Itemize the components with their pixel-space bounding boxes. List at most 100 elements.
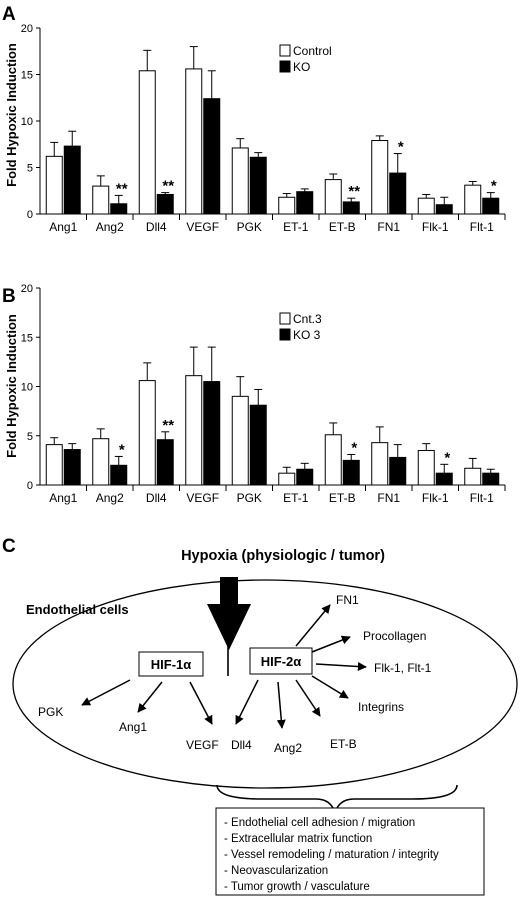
y-tick-label: 0 <box>27 209 33 221</box>
target-vegf: VEGF <box>186 738 219 752</box>
bar-control-et-1 <box>278 472 296 486</box>
panel-c-letter: C <box>2 536 16 557</box>
x-category-label: FN1 <box>377 491 400 505</box>
bar-ko-pgk <box>249 156 267 215</box>
function-item: - Endothelial cell adhesion / migration <box>224 817 415 829</box>
legend-swatch <box>279 60 291 73</box>
bar-ko-flt-1 <box>482 197 500 215</box>
bar-control-ang1 <box>45 155 63 215</box>
target-pgk: PGK <box>38 705 63 719</box>
significance-marker: * <box>398 139 404 156</box>
x-category-label: ET-B <box>329 491 356 505</box>
legend-swatch <box>279 328 291 341</box>
target-dll4: Dll4 <box>231 738 252 752</box>
x-category-label: Flk-1 <box>422 220 449 234</box>
panel-c: C Hypoxia (physiologic / tumor) Endothel… <box>2 536 518 896</box>
bar-ko-vegf <box>203 381 221 486</box>
target-integrins: Integrins <box>358 700 404 714</box>
bar-ko-et-1 <box>296 191 314 215</box>
function-item: - Neovascularization <box>224 865 328 877</box>
hif1-label: HIF-1α <box>151 657 192 672</box>
legend-label: Cnt.3 <box>293 312 322 326</box>
bar-control-ang2 <box>92 185 110 215</box>
hif1-box <box>138 651 204 677</box>
x-category-label: Ang1 <box>49 220 77 234</box>
y-tick-label: 15 <box>21 70 33 82</box>
bar-control-vegf <box>185 375 203 486</box>
y-tick-label: 15 <box>21 332 33 344</box>
bar-ko-flk-1 <box>435 204 453 215</box>
function-item: - Tumor growth / vasculature <box>224 881 370 893</box>
bar-ko-flk-1 <box>435 472 453 486</box>
hif2-label: HIF-2α <box>261 654 302 669</box>
bar-control-ang2 <box>92 438 110 486</box>
significance-marker: * <box>351 439 357 456</box>
arrow-hif2-etb <box>295 679 321 717</box>
panel-b-letter: B <box>2 286 16 307</box>
bar-control-pgk <box>231 395 249 486</box>
y-tick-label: 10 <box>21 382 33 394</box>
legend-swatch <box>279 44 291 57</box>
bar-ko-fn1 <box>389 456 407 486</box>
legend-swatch <box>279 312 291 325</box>
y-tick-label: 20 <box>21 283 33 295</box>
bar-control-flk-1 <box>417 197 435 215</box>
target-ang1: Ang1 <box>119 720 147 734</box>
x-category-label: VEGF <box>186 491 219 505</box>
bar-control-et-b <box>324 179 342 215</box>
legend-label: KO <box>293 60 310 74</box>
hif2-box <box>249 647 313 675</box>
target-etb: ET-B <box>330 737 357 751</box>
y-tick-label: 10 <box>21 116 33 128</box>
bar-control-pgk <box>231 147 249 215</box>
bar-control-dll4 <box>138 380 156 486</box>
bar-ko-ang1 <box>63 145 81 215</box>
x-category-label: Dll4 <box>146 491 167 505</box>
bar-control-et-1 <box>278 196 296 215</box>
y-tick-label: 0 <box>27 480 33 492</box>
bar-control-flt-1 <box>464 467 482 486</box>
significance-marker: ** <box>116 180 128 197</box>
function-item: - Extracellular matrix function <box>224 833 372 845</box>
hypoxia-arrow <box>207 577 251 650</box>
x-category-label: Flk-1 <box>422 491 449 505</box>
panel-b-bar-chart: 0 5 10 15 20 Ang1 Ang2 * Dll4 ** VEGF PGK ET-1 ET-B * F… <box>21 283 506 505</box>
target-flk-flt: Flk-1, Flt-1 <box>374 661 432 675</box>
bar-control-flt-1 <box>464 184 482 215</box>
bar-ko-dll4 <box>156 439 174 486</box>
x-category-label: Flt-1 <box>470 220 494 234</box>
legend-label: KO 3 <box>293 328 321 342</box>
bar-ko-ang2 <box>110 203 128 215</box>
hypoxia-title: Hypoxia (physiologic / tumor) <box>181 548 385 564</box>
panel-a-y-axis-title: Fold Hypoxic Induction <box>4 43 19 187</box>
arrow-hif2-flk <box>315 662 367 672</box>
bar-control-flk-1 <box>417 450 435 486</box>
bar-ko-et-b <box>342 459 360 486</box>
bar-control-fn1 <box>371 442 389 486</box>
x-category-label: ET-1 <box>283 491 309 505</box>
panel-a: A Fold Hypoxic Induction 0 5 10 15 20 Ang1 Ang… <box>2 4 506 234</box>
x-category-label: Ang2 <box>96 220 124 234</box>
x-category-label: Ang2 <box>96 491 124 505</box>
arrow-hif1-ang1 <box>137 681 163 713</box>
bar-ko-ang2 <box>110 464 128 486</box>
significance-marker: * <box>491 178 497 195</box>
bar-ko-et-1 <box>296 468 314 486</box>
bar-ko-fn1 <box>389 172 407 215</box>
y-tick-label: 20 <box>21 23 33 35</box>
x-category-label: Ang1 <box>49 491 77 505</box>
target-procollagen: Procollagen <box>363 629 426 643</box>
x-category-label: PGK <box>237 491 262 505</box>
bar-control-fn1 <box>371 140 389 215</box>
bar-control-ang1 <box>45 444 63 486</box>
y-tick-label: 5 <box>27 431 33 443</box>
bar-control-dll4 <box>138 70 156 215</box>
bar-ko-dll4 <box>156 193 174 215</box>
arrow-hif2-ang2 <box>276 681 286 729</box>
bar-control-et-b <box>324 434 342 486</box>
bar-control-vegf <box>185 68 203 215</box>
panel-b-y-axis-title: Fold Hypoxic Induction <box>4 314 19 458</box>
panel-a-letter: A <box>2 4 16 25</box>
endothelial-cells-label: Endothelial cells <box>26 602 129 617</box>
